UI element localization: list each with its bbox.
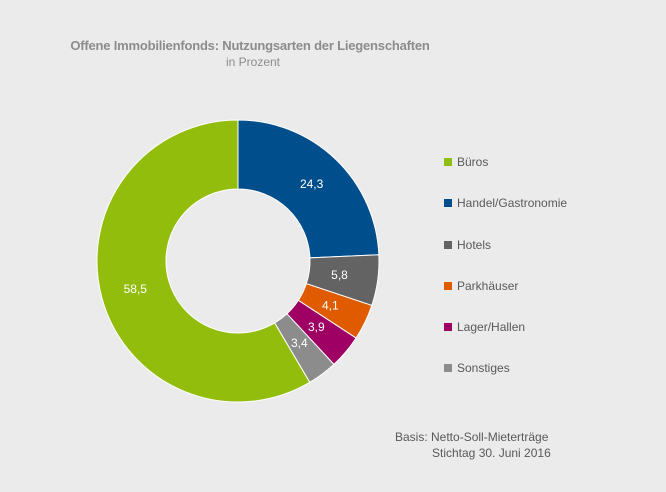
legend-swatch: [444, 323, 452, 332]
footnote: Basis: Netto-Soll-Mieterträge Stichtag 3…: [395, 429, 551, 461]
legend-swatch: [444, 158, 452, 166]
legend-label: Parkhäuser: [457, 278, 519, 293]
data-label-lager-hallen: 3,9: [308, 320, 325, 334]
legend-swatch: [444, 240, 452, 249]
chart-header: Offene Immobilienfonds: Nutzungsarten de…: [0, 38, 500, 69]
data-label-hotels: 5,8: [331, 268, 348, 282]
legend-label: Büros: [457, 155, 489, 169]
legend-item-parkhauser: Parkhäuser: [444, 276, 567, 296]
footnote-date: Stichtag 30. Juni 2016: [432, 446, 551, 460]
donut-slice-handel-gastronomie: [237, 119, 380, 259]
footnote-basis: Basis: Netto-Soll-Mieterträge: [395, 430, 549, 444]
legend-swatch: [444, 281, 452, 290]
legend-swatch: [444, 199, 452, 208]
data-label-sonstiges: 3,4: [291, 336, 308, 350]
legend-label: Hotels: [457, 237, 492, 252]
chart-title: Offene Immobilienfonds: Nutzungsarten de…: [70, 38, 430, 53]
data-label-handel-gastronomie: 24,3: [300, 177, 324, 191]
chart-subtitle: in Prozent: [225, 55, 281, 69]
donut-slice-buros: [96, 119, 311, 403]
legend-label: Handel/Gastronomie: [457, 196, 568, 211]
legend-item-handel-gastronomie: Handel/Gastronomie: [444, 193, 567, 213]
legend-label: Lager/Hallen: [457, 320, 526, 335]
data-label-buros: 58,5: [124, 282, 148, 296]
chart-legend: Büros Handel/Gastronomie Hotels Parkhäuser L…: [444, 152, 567, 400]
legend-item-lager-hallen: Lager/Hallen: [444, 317, 567, 337]
legend-swatch: [444, 364, 452, 373]
legend-item-sonstiges: Sonstiges: [444, 358, 567, 378]
legend-label: Sonstiges: [457, 361, 510, 376]
legend-item-hotels: Hotels: [444, 235, 567, 255]
legend-item-buros: Büros: [444, 152, 567, 172]
data-label-parkhauser: 4,1: [322, 299, 339, 313]
